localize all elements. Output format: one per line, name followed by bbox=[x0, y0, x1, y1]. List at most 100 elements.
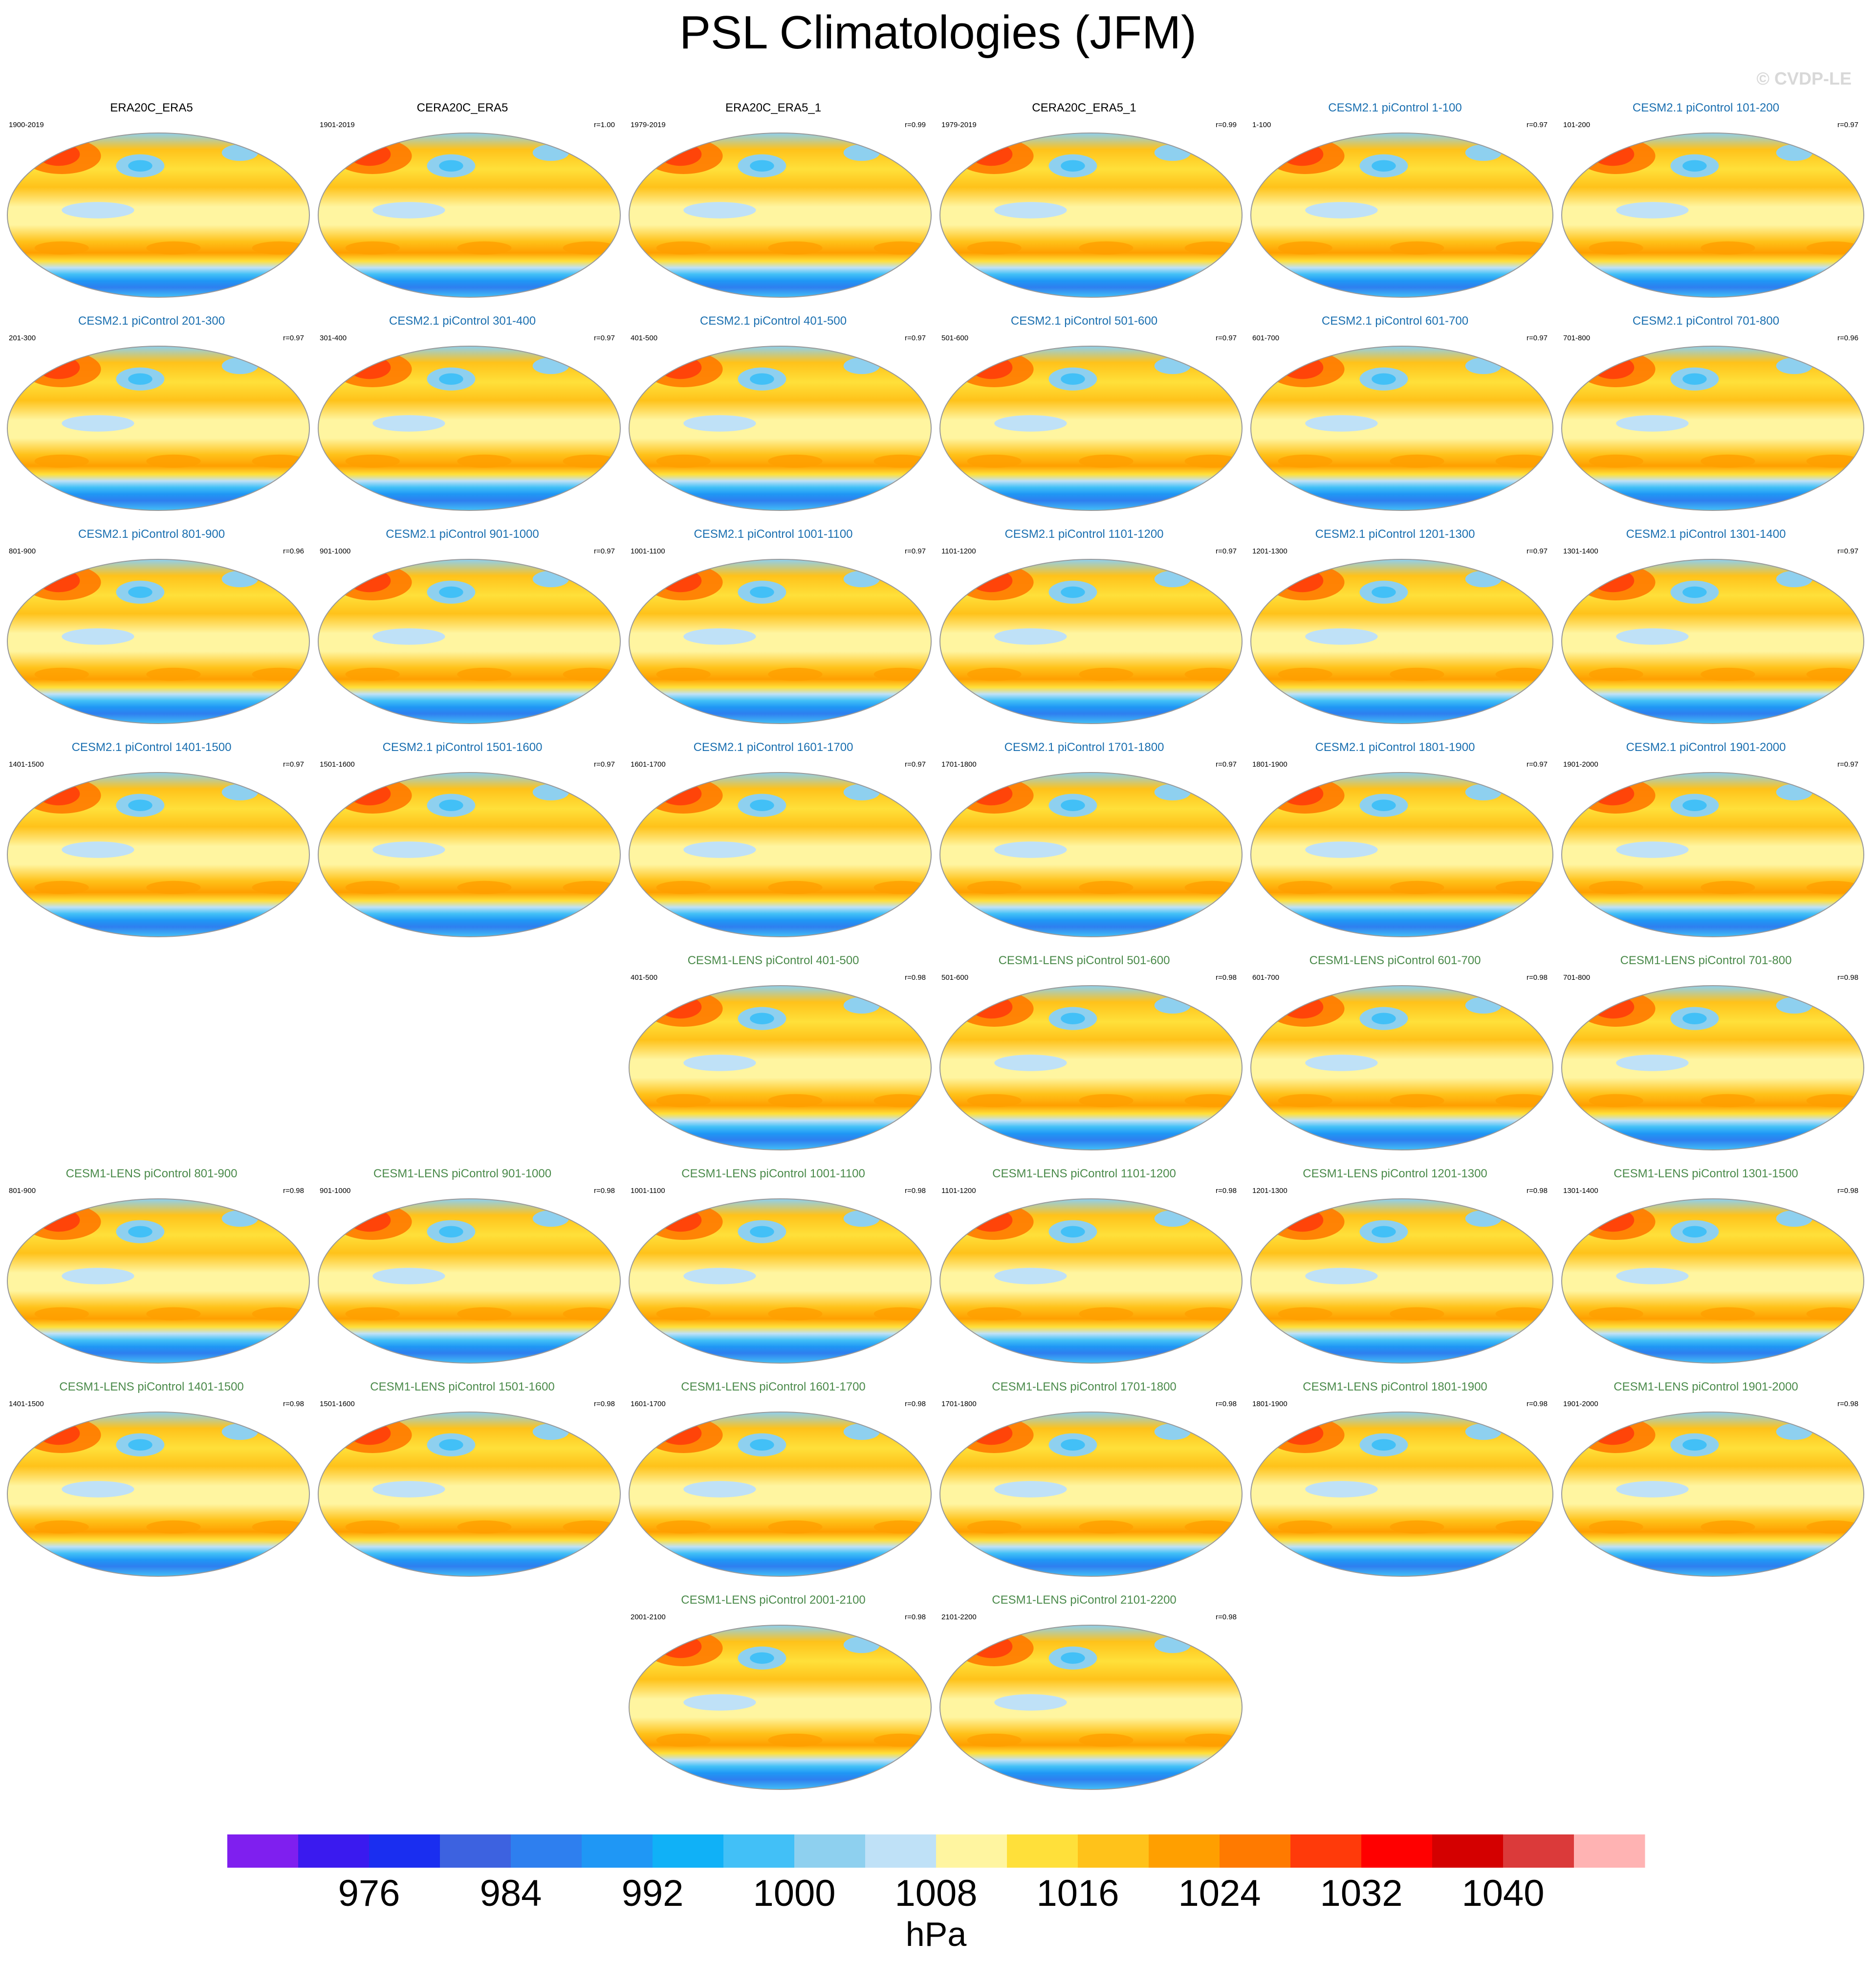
colorbar-swatch bbox=[865, 1834, 937, 1868]
psl-map bbox=[940, 1199, 1242, 1363]
psl-map bbox=[629, 986, 931, 1150]
panel-period: 1601-1700 bbox=[631, 760, 666, 769]
colorbar-swatch bbox=[1149, 1834, 1220, 1868]
panel-period: 1401-1500 bbox=[9, 1400, 44, 1408]
colorbar-tick-label: 984 bbox=[480, 1873, 542, 1914]
panel-correlation: r=0.98 bbox=[1527, 973, 1548, 982]
psl-map bbox=[318, 133, 620, 297]
panel-period: 1801-1900 bbox=[1252, 760, 1287, 769]
psl-map bbox=[7, 772, 309, 937]
panel-title: CERA20C_ERA5_1 bbox=[1032, 101, 1136, 114]
panel-title: CESM2.1 piControl 1901-2000 bbox=[1626, 741, 1786, 754]
colorbar-swatch bbox=[1503, 1834, 1574, 1868]
psl-map bbox=[1251, 986, 1553, 1150]
colorbar-tick-label: 992 bbox=[622, 1873, 684, 1914]
panel-period: 1601-1700 bbox=[631, 1400, 666, 1408]
panel-correlation: r=0.96 bbox=[283, 547, 304, 555]
panel-correlation: r=0.97 bbox=[594, 760, 615, 769]
panel-title: ERA20C_ERA5_1 bbox=[725, 101, 821, 114]
panel-correlation: r=0.98 bbox=[1216, 1187, 1237, 1195]
panel-period: 1900-2019 bbox=[9, 121, 44, 129]
panel-correlation: r=0.98 bbox=[905, 1400, 926, 1408]
panel-period: 2101-2200 bbox=[941, 1613, 977, 1621]
colorbar-swatch bbox=[1574, 1834, 1645, 1868]
psl-map bbox=[1562, 133, 1864, 297]
psl-map bbox=[629, 1412, 931, 1576]
colorbar-swatch bbox=[653, 1834, 724, 1868]
map-panel: CESM1-LENS piControl 1601-1700 1601-1700 r… bbox=[629, 1380, 932, 1577]
psl-map bbox=[940, 986, 1242, 1150]
map-panel: CESM1-LENS piControl 501-600 501-600 r=0.9… bbox=[939, 954, 1243, 1150]
panel-correlation: r=0.97 bbox=[1837, 547, 1858, 555]
panel-title: CESM1-LENS piControl 501-600 bbox=[999, 954, 1170, 967]
map-panel: CESM2.1 piControl 901-1000 901-1000 r=0.97 bbox=[318, 528, 621, 724]
panel-correlation: r=0.98 bbox=[905, 973, 926, 982]
panel-title: CESM1-LENS piControl 1001-1100 bbox=[681, 1167, 865, 1180]
panel-period: 101-200 bbox=[1563, 121, 1590, 129]
colorbar-tick-label: 1040 bbox=[1462, 1873, 1544, 1914]
panel-correlation: r=0.97 bbox=[1527, 334, 1548, 342]
colorbar-swatch bbox=[511, 1834, 582, 1868]
map-panel: CESM1-LENS piControl 1201-1300 1201-1300 r… bbox=[1250, 1167, 1553, 1364]
map-panel: ERA20C_ERA5 1900-2019 bbox=[7, 101, 310, 298]
psl-map bbox=[629, 133, 931, 297]
map-panel: CESM2.1 piControl 1-100 1-100 r=0.97 bbox=[1250, 101, 1553, 298]
map-panel: CESM1-LENS piControl 1701-1800 1701-1800 r… bbox=[939, 1380, 1243, 1577]
map-panel: CESM2.1 piControl 1301-1400 1301-1400 r=0.… bbox=[1561, 528, 1864, 724]
panel-period: 1501-1600 bbox=[320, 1400, 355, 1408]
colorbar-tick-label: 1024 bbox=[1178, 1873, 1261, 1914]
panel-correlation: r=0.98 bbox=[905, 1613, 926, 1621]
colorbar-swatch bbox=[1220, 1834, 1291, 1868]
panel-correlation: r=0.98 bbox=[1837, 1400, 1858, 1408]
map-panel: CESM1-LENS piControl 1001-1100 1001-1100 r… bbox=[629, 1167, 932, 1364]
copyright-watermark: © CVDP-LE bbox=[1756, 68, 1852, 88]
panel-title: CESM1-LENS piControl 901-1000 bbox=[373, 1167, 551, 1180]
map-panel: CESM2.1 piControl 1901-2000 1901-2000 r=0.… bbox=[1561, 741, 1864, 937]
map-panel: CESM1-LENS piControl 601-700 601-700 r=0.9… bbox=[1250, 954, 1553, 1150]
panel-period: 701-800 bbox=[1563, 334, 1590, 342]
panel-correlation: r=0.97 bbox=[905, 760, 926, 769]
panel-correlation: r=0.97 bbox=[594, 334, 615, 342]
map-panel: CESM2.1 piControl 1001-1100 1001-1100 r=0.… bbox=[629, 528, 932, 724]
colorbar-swatch bbox=[1361, 1834, 1433, 1868]
psl-map bbox=[7, 133, 309, 297]
panel-correlation: r=0.98 bbox=[1527, 1187, 1548, 1195]
panel-period: 1001-1100 bbox=[631, 547, 665, 555]
panel-period: 1801-1900 bbox=[1252, 1400, 1287, 1408]
colorbar-tick-label: 1016 bbox=[1036, 1873, 1119, 1914]
panel-title: CESM2.1 piControl 1001-1100 bbox=[694, 528, 852, 541]
psl-map bbox=[1562, 559, 1864, 724]
colorbar-swatch bbox=[227, 1834, 299, 1868]
map-panel: CESM1-LENS piControl 2101-2200 2101-2200 r… bbox=[939, 1593, 1243, 1790]
psl-map bbox=[7, 1412, 309, 1576]
map-panel: CESM2.1 piControl 1401-1500 1401-1500 r=0.… bbox=[7, 741, 310, 937]
psl-map bbox=[318, 346, 620, 510]
map-panel: CESM2.1 piControl 401-500 401-500 r=0.97 bbox=[629, 314, 932, 511]
panel-period: 1101-1200 bbox=[941, 547, 976, 555]
panel-period: 801-900 bbox=[9, 547, 36, 555]
colorbar-tick-label: 1032 bbox=[1320, 1873, 1402, 1914]
panel-period: 1301-1400 bbox=[1563, 547, 1598, 555]
colorbar-swatch bbox=[723, 1834, 795, 1868]
panel-correlation: r=0.98 bbox=[1216, 1400, 1237, 1408]
psl-map bbox=[1251, 772, 1553, 937]
psl-map bbox=[7, 1199, 309, 1363]
panel-correlation: r=0.98 bbox=[594, 1187, 615, 1195]
panel-period: 1979-2019 bbox=[631, 121, 666, 129]
panel-correlation: r=0.97 bbox=[283, 760, 304, 769]
panel-title: CESM2.1 piControl 201-300 bbox=[78, 314, 225, 328]
panel-period: 401-500 bbox=[631, 973, 657, 982]
colorbar-swatch bbox=[794, 1834, 866, 1868]
psl-map bbox=[1562, 986, 1864, 1150]
map-panel: CESM2.1 piControl 501-600 501-600 r=0.97 bbox=[939, 314, 1243, 511]
panel-period: 1401-1500 bbox=[9, 760, 44, 769]
panel-title: CESM2.1 piControl 1201-1300 bbox=[1315, 528, 1475, 541]
map-panel: CESM2.1 piControl 801-900 801-900 r=0.96 bbox=[7, 528, 310, 724]
panel-title: ERA20C_ERA5 bbox=[110, 101, 193, 114]
psl-map bbox=[318, 772, 620, 937]
panel-period: 401-500 bbox=[631, 334, 657, 342]
map-panel: ERA20C_ERA5_1 1979-2019 r=0.99 bbox=[629, 101, 932, 298]
colorbar: 976 984 992 1000 1008 1016 1024 1032 1040 hPa bbox=[227, 1834, 1645, 1953]
map-panel: CESM2.1 piControl 301-400 301-400 r=0.97 bbox=[318, 314, 621, 511]
psl-map bbox=[629, 772, 931, 937]
